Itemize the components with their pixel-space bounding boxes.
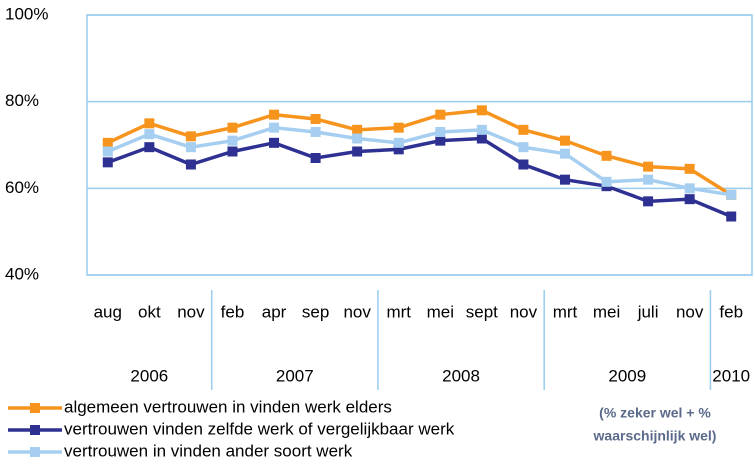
marker [227,122,238,133]
marker [310,127,321,137]
marker [102,137,113,148]
marker [559,174,570,185]
marker [684,183,695,194]
legend-marker [30,447,40,457]
x-tick-label: sep [302,302,329,321]
series-line [107,108,733,197]
marker [684,194,695,205]
year-label: 2006 [130,366,168,385]
marker [269,122,280,133]
x-tick-label: nov [676,302,704,321]
marker [352,124,363,135]
marker [352,133,363,144]
note: (% zeker wel + % [599,405,711,421]
marker [643,161,654,172]
x-tick-label: sept [466,302,498,321]
y-tick-label: 80% [5,91,39,110]
series-line [107,136,732,219]
year-label: 2010 [712,366,750,385]
x-tick-label: aug [94,302,122,321]
marker [684,163,695,174]
x-tick-label: nov [177,302,205,321]
marker [601,150,612,161]
marker [476,105,487,116]
year-label: 2008 [442,366,480,385]
marker [476,133,487,144]
y-tick-label: 100% [5,4,48,23]
marker [185,142,196,153]
y-tick-label: 60% [5,178,39,197]
x-tick-label: mei [427,302,454,321]
marker [144,118,155,129]
marker [518,124,529,135]
legend-label: algemeen vertrouwen in vinden werk elder… [64,397,392,416]
marker [102,146,113,157]
marker [227,135,238,146]
x-tick-label: juli [637,302,659,321]
x-tick-label: nov [343,302,371,321]
marker [559,135,570,146]
x-tick-label: okt [138,302,161,321]
marker [518,142,529,153]
marker [144,129,155,140]
x-tick-label: feb [719,302,743,321]
x-tick-label: apr [262,302,287,321]
series-line [107,125,732,197]
note: waarschijnlijk wel) [593,428,717,444]
marker [144,142,155,153]
y-tick-label: 40% [5,264,39,283]
marker [643,196,654,207]
marker [310,153,321,163]
marker [643,174,654,185]
x-tick-label: feb [221,302,245,321]
marker [269,109,280,120]
legend-label: vertrouwen vinden zelfde werk of vergeli… [64,419,455,438]
marker [269,137,280,148]
marker [726,189,737,200]
marker [185,159,196,170]
legend-label: vertrouwen in vinden ander soort werk [64,441,353,460]
x-tick-label: mei [593,302,620,321]
marker [435,109,446,120]
marker [310,114,321,124]
marker [185,131,196,142]
marker [352,146,363,157]
marker [726,211,737,222]
year-label: 2007 [276,366,314,385]
x-tick-label: mrt [553,302,578,321]
marker [518,159,529,170]
marker [102,157,113,168]
marker [227,146,238,157]
marker [393,137,404,148]
marker [601,176,612,187]
legend-marker [30,425,40,435]
marker [476,124,487,135]
year-label: 2009 [608,366,646,385]
x-tick-label: mrt [386,302,411,321]
marker [559,148,570,159]
marker [435,135,446,146]
marker [435,127,446,137]
marker [393,122,404,133]
marker [393,144,404,155]
legend-marker [30,403,40,413]
x-tick-label: nov [510,302,538,321]
